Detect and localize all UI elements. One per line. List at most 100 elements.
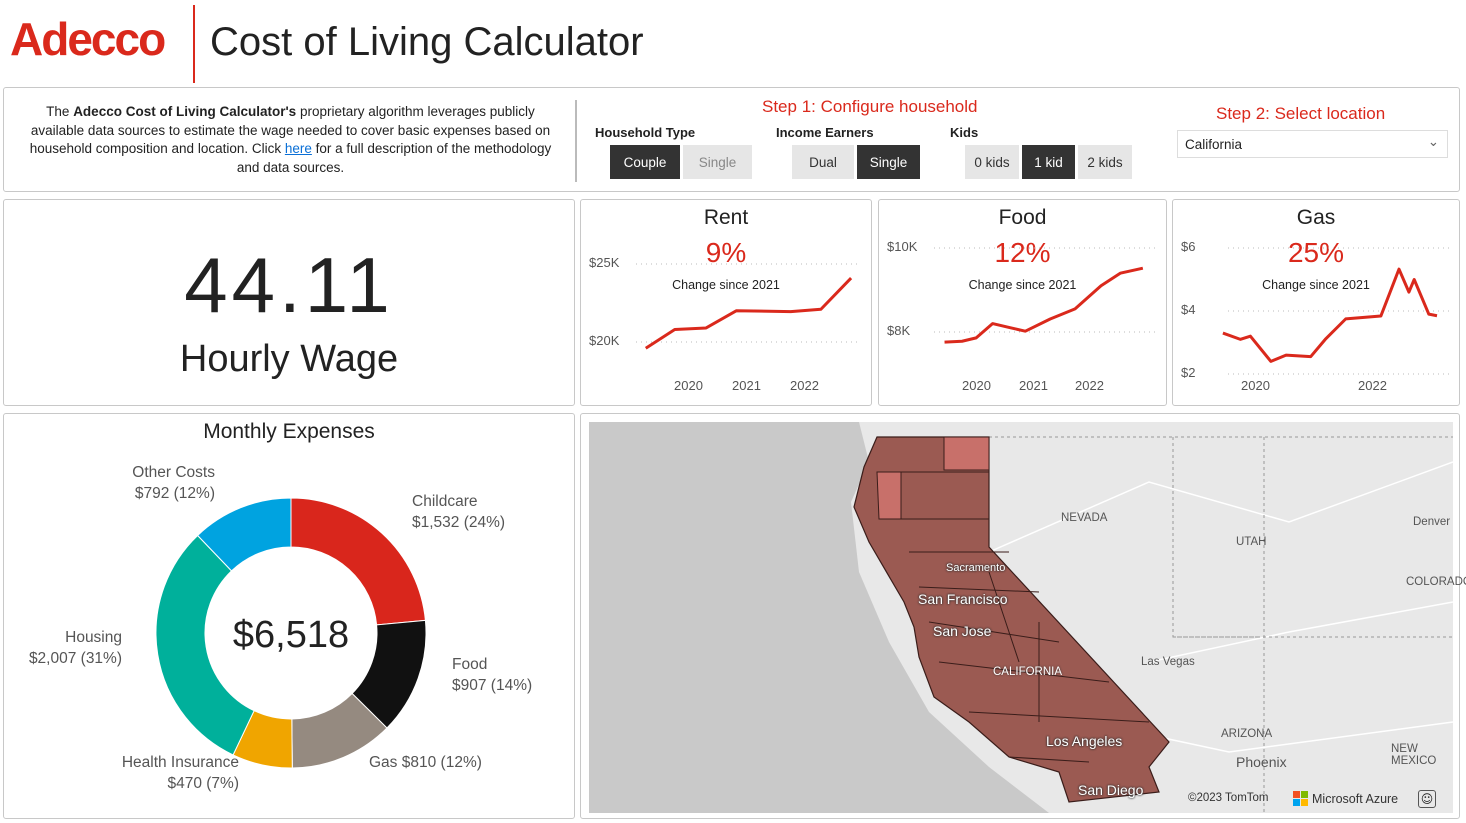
map[interactable] <box>589 422 1453 813</box>
slice-name: Other Costs <box>132 464 215 481</box>
expenses-title: Monthly Expenses <box>203 420 375 443</box>
map-label: Phoenix <box>1236 754 1287 770</box>
household-single-button[interactable]: Single <box>683 145 752 179</box>
y-tick-label: $2 <box>1181 365 1196 380</box>
step1-title: Step 1: Configure household <box>762 97 978 116</box>
series-line <box>1222 267 1438 363</box>
slice-value: $792 (12%) <box>134 485 215 502</box>
kids-2-button[interactable]: 2 kids <box>1078 145 1132 179</box>
x-tick-label: 2020 <box>674 378 703 393</box>
map-label: NEVADA <box>1061 512 1108 524</box>
kids-label: Kids <box>950 125 979 140</box>
y-tick-label: $4 <box>1181 302 1196 317</box>
donut-label: Childcare $1,532 (24%) <box>412 491 505 533</box>
donut-label: Food $907 (14%) <box>452 654 532 696</box>
intro-text: The Adecco Cost of Living Calculator's p… <box>29 104 552 175</box>
kpi-change: 9% <box>705 237 747 268</box>
adecco-logo: Adecco <box>10 13 166 65</box>
methodology-link[interactable]: here <box>284 141 312 156</box>
map-label: CALIFORNIA <box>993 666 1063 678</box>
hourly-wage-value: 44.11 <box>184 241 394 329</box>
y-tick-label: $6 <box>1181 239 1196 254</box>
expenses-total: $6,518 <box>232 614 350 656</box>
slice-name: Housing <box>65 629 122 646</box>
donut-slice-other-costs <box>196 497 292 572</box>
california-shape <box>853 436 1170 803</box>
city-label: Sacramento <box>946 562 1006 574</box>
x-tick-label: 2022 <box>1358 378 1387 393</box>
rent-card: Rent 9% Change since 2021 $25K $20K 2020 2021 2… <box>580 199 872 406</box>
chevron-down-icon: ⌄ <box>1427 134 1439 149</box>
kpi-change: 12% <box>994 237 1051 268</box>
city-label: San Francisco <box>918 591 1008 607</box>
kpi-chart <box>934 247 1159 344</box>
map-label: COLORADO <box>1406 576 1466 588</box>
x-tick-label: 2020 <box>1241 378 1270 393</box>
kpi-title: Gas <box>1296 206 1336 229</box>
x-tick-label: 2022 <box>1075 378 1104 393</box>
slice-name: Health Insurance <box>121 754 239 771</box>
map-label: UTAH <box>1236 536 1267 548</box>
expenses-donut <box>155 497 427 769</box>
donut-label: Health Insurance $470 (7%) <box>122 752 239 794</box>
step2-title: Step 2: Select location <box>1216 104 1386 123</box>
series-line <box>944 266 1144 344</box>
slice-value: $1,532 (24%) <box>412 514 506 531</box>
slice-name: Gas <box>369 754 398 771</box>
city-label: Los Angeles <box>1046 733 1123 749</box>
divider <box>575 100 577 182</box>
slice-value: $907 (14%) <box>452 677 533 694</box>
kpi-title: Rent <box>703 206 749 229</box>
slice-value: $470 (7%) <box>167 775 239 792</box>
header-divider <box>193 5 195 83</box>
azure-logo: Microsoft Azure <box>1293 791 1398 806</box>
x-tick-label: 2020 <box>962 378 991 393</box>
kpi-caption: Change since 2021 <box>672 278 780 292</box>
feedback-smiley-icon: ☺ <box>1418 790 1436 808</box>
page-title: Cost of Living Calculator <box>210 20 644 64</box>
gas-card: Gas 25% Change since 2021 $6 $4 $2 2020 2022 <box>1172 199 1460 406</box>
y-tick-label: $10K <box>887 239 918 254</box>
donut-label: Other Costs $792 (12%) <box>132 462 215 504</box>
city-label: San Jose <box>933 623 992 639</box>
kpi-caption: Change since 2021 <box>968 278 1077 292</box>
x-tick-label: 2021 <box>732 378 761 393</box>
slice-name: Food <box>452 656 488 673</box>
hourly-wage-label: Hourly Wage <box>179 338 399 380</box>
wage-card: 44.11 Hourly Wage <box>3 199 575 406</box>
slice-name: Childcare <box>412 493 478 510</box>
kids-0-button[interactable]: 0 kids <box>965 145 1019 179</box>
location-select[interactable]: California ⌄ <box>1177 130 1448 158</box>
kids-1-button[interactable]: 1 kid <box>1022 145 1075 179</box>
map-card: NEVADA UTAH COLORADO ARIZONA NEW MEXICO CALIF… <box>580 413 1466 819</box>
kpi-chart <box>636 263 861 350</box>
kpi-title: Food <box>998 206 1047 229</box>
donut-label: Housing $2,007 (31%) <box>29 627 122 669</box>
map-label: Las Vegas <box>1141 656 1195 668</box>
x-tick-label: 2021 <box>1019 378 1048 393</box>
kpi-chart <box>1222 247 1453 375</box>
earners-single-button[interactable]: Single <box>857 145 920 179</box>
y-tick-label: $25K <box>589 255 620 270</box>
household-couple-button[interactable]: Couple <box>610 145 680 179</box>
map-label: NEW MEXICO <box>1391 743 1437 767</box>
y-tick-label: $20K <box>589 333 620 348</box>
food-card: Food 12% Change since 2021 $10K $8K 2020 2021 2… <box>878 199 1167 406</box>
earners-dual-button[interactable]: Dual <box>792 145 854 179</box>
location-value: California <box>1185 137 1243 152</box>
kpi-caption: Change since 2021 <box>1262 278 1370 292</box>
map-copyright: ©2023 TomTom <box>1188 792 1269 804</box>
slice-value: $810 (12%) <box>401 754 482 771</box>
donut-slice-housing <box>155 534 255 756</box>
donut-label: Gas $810 (12%) <box>369 752 482 773</box>
x-tick-label: 2022 <box>790 378 819 393</box>
y-tick-label: $8K <box>887 323 911 338</box>
map-label: Denver <box>1413 516 1451 528</box>
kpi-change: 25% <box>1287 237 1345 268</box>
monthly-expenses-card: Monthly Expenses $6,518 Childcare $1,532 … <box>3 413 575 819</box>
income-earners-label: Income Earners <box>776 125 874 140</box>
map-label: ARIZONA <box>1221 728 1273 740</box>
slice-value: $2,007 (31%) <box>28 650 122 667</box>
household-type-label: Household Type <box>595 125 696 140</box>
series-line <box>644 276 853 350</box>
